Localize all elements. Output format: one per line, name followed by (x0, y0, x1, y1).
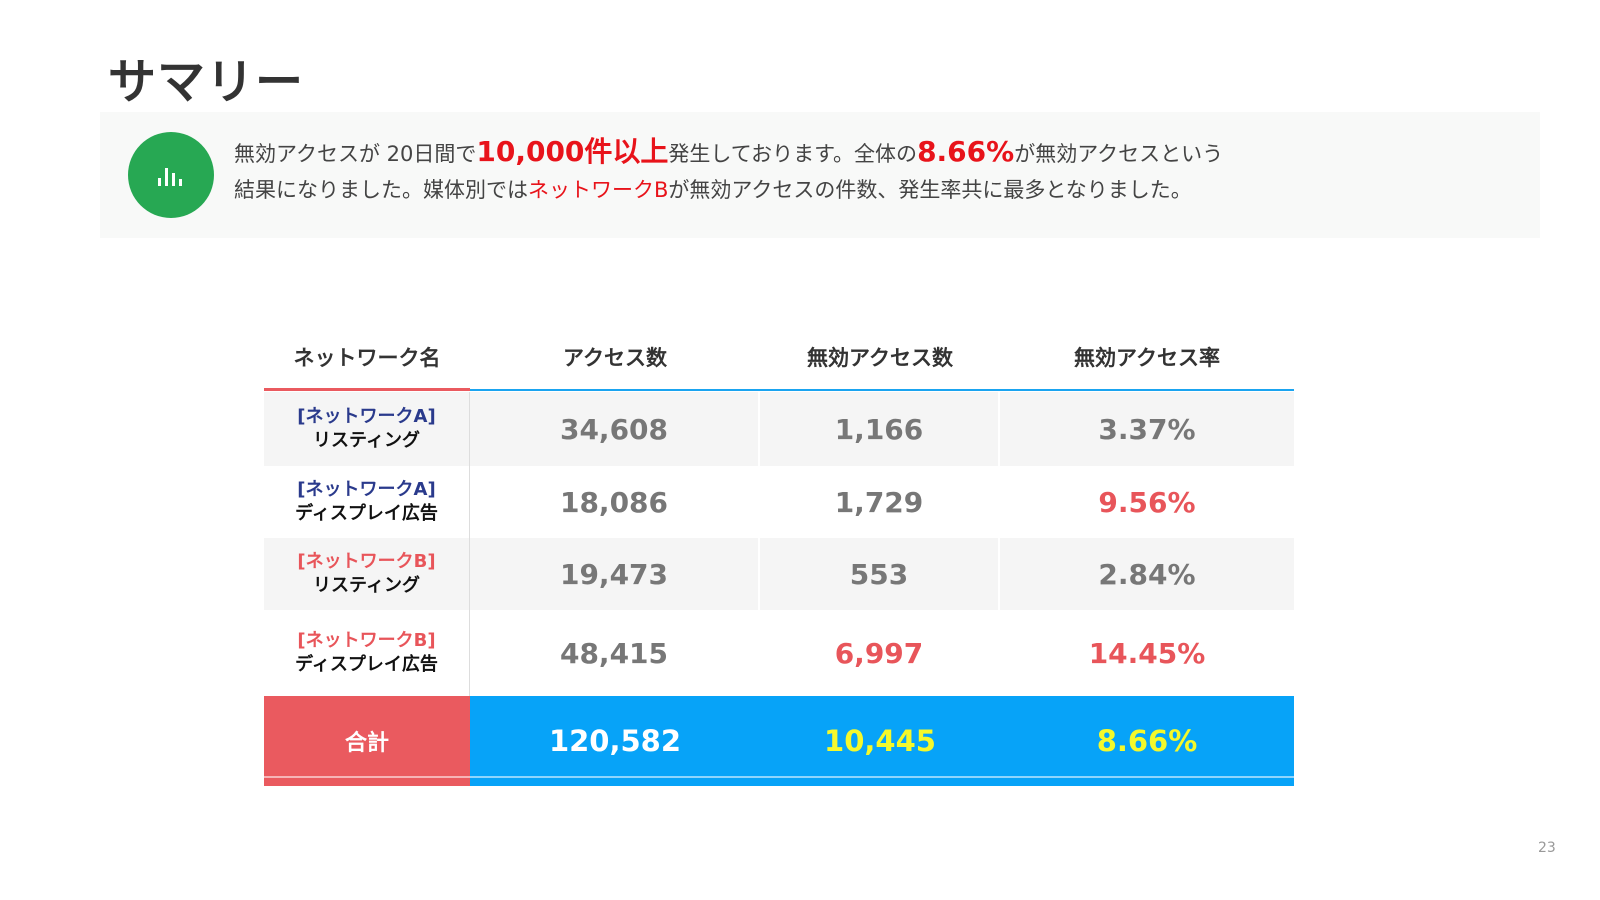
invalid-rate-cell: 2.84% (1000, 538, 1294, 610)
total-access-cell: 120,582 (548, 724, 682, 758)
header-access-count: アクセス数 (563, 346, 667, 370)
row-name-cell: [ネットワークB] ディスプレイ広告 (264, 610, 470, 696)
summary-text-4: 結果になりました。媒体別では (234, 178, 528, 202)
table-row: [ネットワークA] ディスプレイ広告 18,086 1,729 9.56% (264, 466, 1294, 538)
summary-text-1: 無効アクセスが 20日間で (234, 142, 477, 166)
header-invalid-rate: 無効アクセス率 (1074, 346, 1220, 370)
summary-highlight-rate: 8.66% (917, 135, 1015, 168)
table-header-row: ネットワーク名 アクセス数 無効アクセス数 無効アクセス率 (264, 330, 1294, 391)
summary-box: 無効アクセスが 20日間で10,000件以上発生しております。全体の8.66%が… (100, 112, 1540, 238)
summary-highlight-count: 10,000件以上 (476, 135, 669, 168)
table-row: [ネットワークA] リスティング 34,608 1,166 3.37% (264, 392, 1294, 466)
bar-chart-icon (128, 132, 214, 218)
page-number: 23 (1538, 840, 1556, 856)
access-count-cell: 48,415 (559, 636, 669, 670)
ad-type-label: リスティング (313, 575, 420, 596)
ad-type-label: ディスプレイ広告 (295, 503, 438, 524)
invalid-count-cell: 1,729 (834, 485, 924, 519)
summary-table: ネットワーク名 アクセス数 無効アクセス数 無効アクセス率 [ネットワークA] … (264, 330, 1294, 786)
ad-type-label: ディスプレイ広告 (295, 654, 438, 675)
summary-text-5: が無効アクセスの件数、発生率共に最多となりました。 (668, 178, 1192, 202)
network-label: [ネットワークB] (297, 551, 436, 572)
row-name-cell: [ネットワークB] リスティング (264, 538, 470, 610)
invalid-rate-cell: 14.45% (1088, 636, 1206, 670)
table-total-row: 合計 120,582 10,445 8.66% (264, 696, 1294, 786)
row-name-cell: [ネットワークA] リスティング (264, 392, 470, 466)
access-count-cell: 18,086 (559, 485, 669, 519)
summary-text-2: 発生しております。全体の (668, 142, 918, 166)
invalid-rate-cell: 9.56% (1098, 485, 1196, 519)
network-label: [ネットワークA] (297, 406, 436, 427)
access-count-cell: 19,473 (470, 538, 758, 610)
header-divider-blue (470, 389, 1294, 391)
invalid-count-cell: 553 (760, 538, 998, 610)
total-label-cell: 合計 (264, 696, 470, 786)
total-underline (264, 776, 1294, 778)
ad-type-label: リスティング (313, 430, 420, 451)
summary-text-3: が無効アクセスという (1014, 142, 1224, 166)
row-name-cell: [ネットワークA] ディスプレイ広告 (264, 466, 470, 538)
network-label: [ネットワークB] (297, 630, 436, 651)
invalid-count-cell: 1,166 (760, 392, 998, 466)
summary-text: 無効アクセスが 20日間で10,000件以上発生しております。全体の8.66%が… (234, 134, 1514, 208)
table-row: [ネットワークB] ディスプレイ広告 48,415 6,997 14.45% (264, 610, 1294, 696)
total-rate-cell: 8.66% (1096, 724, 1198, 758)
invalid-count-cell: 6,997 (834, 636, 924, 670)
header-divider-red (264, 388, 470, 391)
header-invalid-count: 無効アクセス数 (807, 346, 953, 370)
table-row: [ネットワークB] リスティング 19,473 553 2.84% (264, 538, 1294, 610)
summary-line-2: 結果になりました。媒体別ではネットワークBが無効アクセスの件数、発生率共に最多と… (234, 172, 1514, 208)
summary-highlight-network: ネットワークB (528, 178, 669, 202)
network-label: [ネットワークA] (297, 479, 436, 500)
page-title: サマリー (108, 54, 305, 110)
total-values-background (470, 696, 1294, 786)
access-count-cell: 34,608 (470, 392, 758, 466)
invalid-rate-cell: 3.37% (1000, 392, 1294, 466)
total-invalid-cell: 10,445 (824, 724, 936, 758)
header-network-name: ネットワーク名 (293, 346, 441, 370)
summary-line-1: 無効アクセスが 20日間で10,000件以上発生しております。全体の8.66%が… (234, 134, 1514, 172)
